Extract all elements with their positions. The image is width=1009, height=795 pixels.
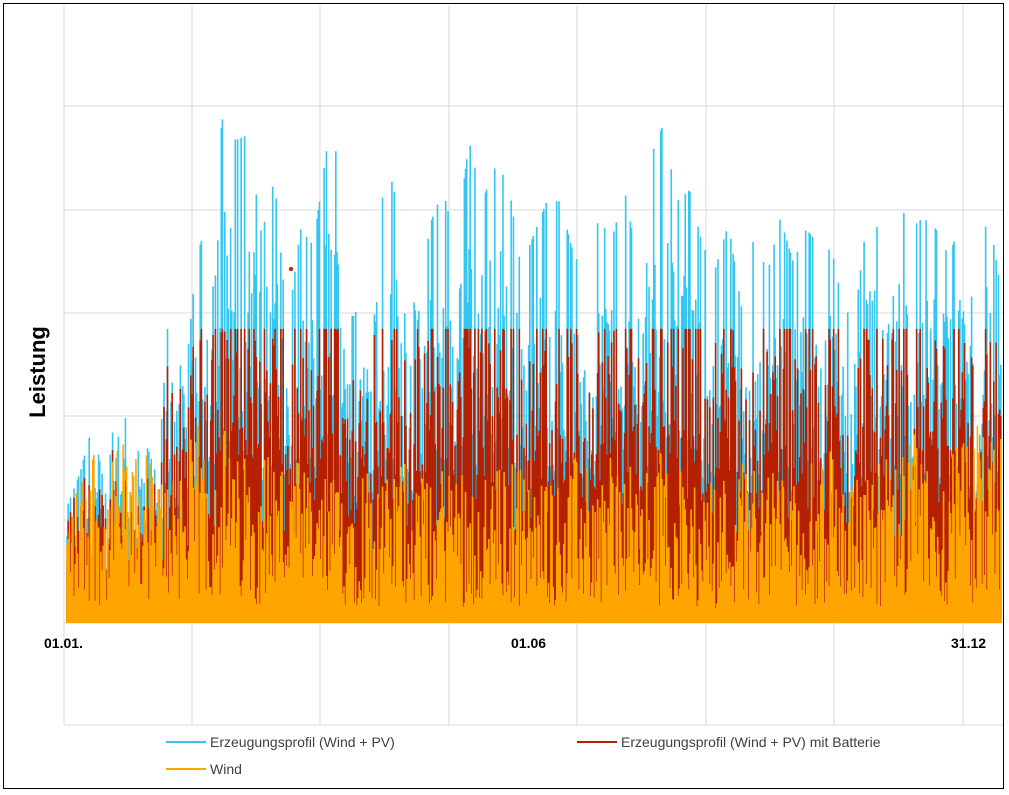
plot-lines bbox=[66, 119, 1002, 623]
x-tick-end: 31.12 bbox=[951, 635, 987, 651]
legend-item-battery: Erzeugungsprofil (Wind + PV) mit Batteri… bbox=[577, 734, 881, 750]
legend-label-wind: Wind bbox=[210, 761, 242, 777]
stray-marker bbox=[289, 267, 293, 271]
legend-swatch-battery bbox=[577, 740, 617, 744]
legend-swatch-wind bbox=[166, 767, 206, 771]
x-tick-start: 01.01. bbox=[44, 635, 83, 651]
legend-item-wind-pv: Erzeugungsprofil (Wind + PV) bbox=[166, 734, 395, 750]
y-axis-label: Leistung bbox=[25, 326, 50, 418]
legend-item-wind: Wind bbox=[166, 761, 242, 777]
x-tick-mid: 01.06 bbox=[511, 635, 547, 651]
chart-frame bbox=[3, 3, 1004, 789]
series-ffa500 bbox=[66, 426, 1002, 623]
legend-swatch-wind-pv bbox=[166, 740, 206, 744]
legend-label-battery: Erzeugungsprofil (Wind + PV) mit Batteri… bbox=[621, 734, 881, 750]
legend-label-wind-pv: Erzeugungsprofil (Wind + PV) bbox=[210, 734, 395, 750]
